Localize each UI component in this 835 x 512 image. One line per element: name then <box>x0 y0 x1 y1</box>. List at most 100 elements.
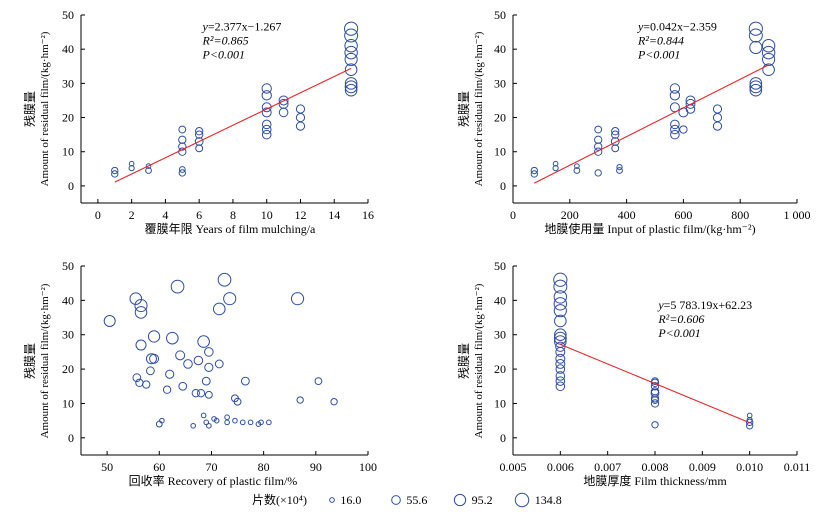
data-point <box>195 127 204 136</box>
y-tick-label: 10 <box>62 145 74 159</box>
data-point <box>196 388 206 398</box>
data-point <box>149 353 160 364</box>
equation-line-1: y=5 783.19x+62.23 <box>657 298 752 312</box>
equation-p-value: P<0.001 <box>637 47 680 61</box>
data-point <box>147 330 161 343</box>
x-tick-label: 10 <box>261 208 273 222</box>
y-tick-label: 40 <box>494 42 506 56</box>
data-point <box>178 135 187 144</box>
data-point <box>650 382 660 391</box>
data-point <box>555 364 566 374</box>
data-point <box>201 376 211 386</box>
data-point <box>685 98 696 109</box>
x-tick-label: 50 <box>101 460 113 474</box>
data-point <box>134 298 148 313</box>
x-tick-label: 200 <box>561 208 579 222</box>
data-point <box>555 353 566 364</box>
x-tick-label: 12 <box>294 208 306 222</box>
y-tick-label: 20 <box>494 362 506 376</box>
data-point <box>223 292 237 306</box>
data-point <box>194 137 204 146</box>
data-point <box>611 144 620 153</box>
data-point <box>749 80 763 94</box>
data-point <box>679 125 688 134</box>
data-point <box>746 412 753 419</box>
data-point <box>594 135 603 144</box>
legend-marker <box>453 493 467 507</box>
y-tick-label: 40 <box>62 293 74 307</box>
data-point <box>178 166 186 173</box>
data-point <box>206 422 212 429</box>
y-tick-label: 30 <box>62 76 74 90</box>
y-axis-label-en: Amount of residual film/(kg·hm⁻²) <box>473 283 485 438</box>
y-tick-label: 30 <box>494 328 506 342</box>
data-point <box>224 419 230 426</box>
data-point <box>178 381 188 391</box>
data-point <box>261 124 272 135</box>
data-point <box>650 387 660 396</box>
data-point <box>128 160 135 167</box>
x-tick-label: 0.009 <box>689 460 716 474</box>
x-tick-label: 70 <box>205 460 217 474</box>
y-axis-label-cn: 残膜量 <box>457 343 471 379</box>
data-point <box>650 399 660 408</box>
data-point <box>204 347 214 357</box>
data-point <box>616 164 623 171</box>
data-point <box>670 119 680 130</box>
data-point <box>749 83 763 97</box>
y-tick-label: 30 <box>494 76 506 90</box>
data-point <box>197 335 210 348</box>
data-point <box>217 272 232 287</box>
data-point <box>290 292 305 306</box>
y-tick-label: 50 <box>494 259 506 273</box>
x-axis-label: 地膜厚度 Film thickness/mm <box>583 473 727 488</box>
chart-panel-3: 0 10 20 30 40 50 50 60 70 80 90 100 回收率 Recovery of … <box>23 259 377 488</box>
x-tick-label: 6 <box>196 208 202 222</box>
data-point <box>240 376 250 386</box>
x-tick-label: 0.008 <box>642 460 669 474</box>
x-tick-label: 90 <box>310 460 322 474</box>
data-point <box>610 137 620 146</box>
y-tick-label: 0 <box>68 179 74 193</box>
legend-label: 55.6 <box>406 493 427 507</box>
data-point <box>145 353 157 365</box>
data-point <box>554 314 567 328</box>
data-point <box>555 376 566 386</box>
data-point <box>554 335 567 348</box>
data-point <box>295 121 306 131</box>
data-point <box>555 358 566 369</box>
data-point <box>162 385 172 394</box>
data-point <box>712 121 723 131</box>
data-point <box>552 160 559 167</box>
data-point <box>650 388 660 398</box>
data-point <box>278 107 289 118</box>
equation-r-squared: R²=0.865 <box>202 33 249 47</box>
y-tick-label: 0 <box>500 431 506 445</box>
data-point <box>145 167 152 174</box>
data-point <box>178 125 187 134</box>
x-tick-label: 0 <box>95 208 101 222</box>
data-point <box>573 167 581 174</box>
data-point <box>103 314 116 327</box>
data-point <box>214 359 224 369</box>
size-legend: 片数(×10⁴) 16.0 55.6 95.2 134.8 <box>252 492 562 508</box>
data-point <box>295 104 306 114</box>
data-point <box>553 297 568 311</box>
data-point <box>555 371 566 381</box>
data-point <box>232 417 238 424</box>
data-point <box>178 169 186 177</box>
data-point <box>748 21 763 36</box>
data-point <box>344 77 358 90</box>
data-point <box>553 290 568 304</box>
data-point <box>224 414 230 421</box>
data-point <box>553 279 568 294</box>
data-point <box>142 380 151 389</box>
data-point <box>278 98 289 109</box>
data-point <box>165 369 175 379</box>
equation-line-1: y=0.042x−2.359 <box>637 19 717 33</box>
y-tick-label: 40 <box>494 293 506 307</box>
x-tick-label: 100 <box>359 460 377 474</box>
data-point <box>261 119 272 130</box>
data-point <box>530 166 538 175</box>
y-tick-label: 10 <box>494 145 506 159</box>
